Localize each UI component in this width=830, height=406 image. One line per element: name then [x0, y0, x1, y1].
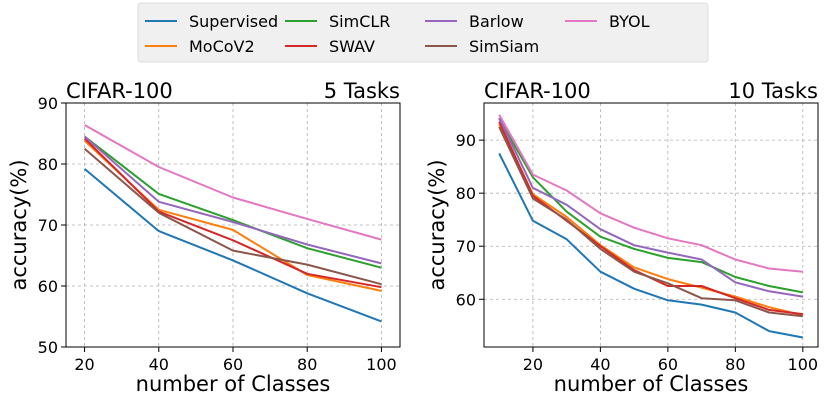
- series-line-barlow: [83, 135, 382, 265]
- series-line-supervised: [498, 152, 803, 339]
- y-tick-label: 90: [38, 94, 58, 113]
- legend-label-mocov2: MoCoV2: [189, 37, 255, 56]
- x-tick-label: 40: [590, 355, 610, 374]
- y-axis-label: accuracy(%): [7, 159, 31, 290]
- axes-frame: [483, 102, 819, 348]
- x-tick-label: 80: [725, 355, 745, 374]
- chart-title-right: 5 Tasks: [324, 79, 400, 103]
- y-tick-label: 60: [38, 277, 58, 296]
- legend-label-simclr: SimCLR: [329, 12, 390, 31]
- chart-title: CIFAR-100: [66, 79, 173, 103]
- series-line-simclr: [498, 118, 803, 294]
- chart-panel-5-tasks: 20 40 60 80 100 50 60 70 80 90 CIFAR-100 5 Tasks num…: [7, 79, 401, 396]
- x-tick-label: 20: [74, 355, 94, 374]
- legend-label-swav: SWAV: [329, 37, 375, 56]
- series-line-swav: [498, 121, 803, 316]
- series-line-simsiam: [498, 126, 803, 318]
- x-tick-label: 80: [297, 355, 317, 374]
- x-tick-label: 60: [223, 355, 243, 374]
- legend-label-supervised: Supervised: [189, 12, 278, 31]
- y-tick-label: 50: [38, 338, 58, 357]
- x-tick-label: 100: [788, 355, 819, 374]
- legend-label-simsiam: SimSiam: [469, 37, 539, 56]
- series-line-simclr: [83, 135, 382, 269]
- x-tick-label: 60: [658, 355, 678, 374]
- series-line-mocov2: [498, 123, 804, 317]
- legend-label-barlow: Barlow: [469, 12, 524, 31]
- x-tick-label: 100: [366, 355, 397, 374]
- chart-panel-10-tasks: 20 40 60 80 100 60 70 80 90 CIFAR-100 10 Tasks numb…: [425, 79, 819, 396]
- series-line-supervised: [83, 168, 382, 323]
- y-tick-label: 80: [456, 184, 476, 203]
- legend-label-byol: BYOL: [609, 12, 650, 31]
- series-line-barlow: [498, 117, 803, 298]
- x-tick-label: 20: [523, 355, 543, 374]
- x-axis-label: number of Classes: [136, 372, 331, 396]
- x-tick-label: 40: [149, 355, 169, 374]
- legend: Supervised MoCoV2 SimCLR SWAV Barlow SimSiam B…: [137, 2, 709, 63]
- series-line-swav: [83, 137, 382, 289]
- chart-title: CIFAR-100: [484, 79, 591, 103]
- y-tick-label: 70: [38, 216, 58, 235]
- series-line-byol: [498, 114, 803, 273]
- series-line-byol: [84, 124, 382, 241]
- x-axis-label: number of Classes: [554, 372, 749, 396]
- legend-frame: [137, 2, 709, 63]
- y-tick-label: 60: [456, 290, 476, 309]
- y-tick-label: 70: [456, 237, 476, 256]
- series-line-simsiam: [83, 148, 382, 286]
- y-axis-label: accuracy(%): [425, 159, 449, 290]
- chart-title-right: 10 Tasks: [728, 79, 818, 103]
- y-tick-label: 80: [38, 155, 58, 174]
- y-tick-label: 90: [456, 131, 476, 150]
